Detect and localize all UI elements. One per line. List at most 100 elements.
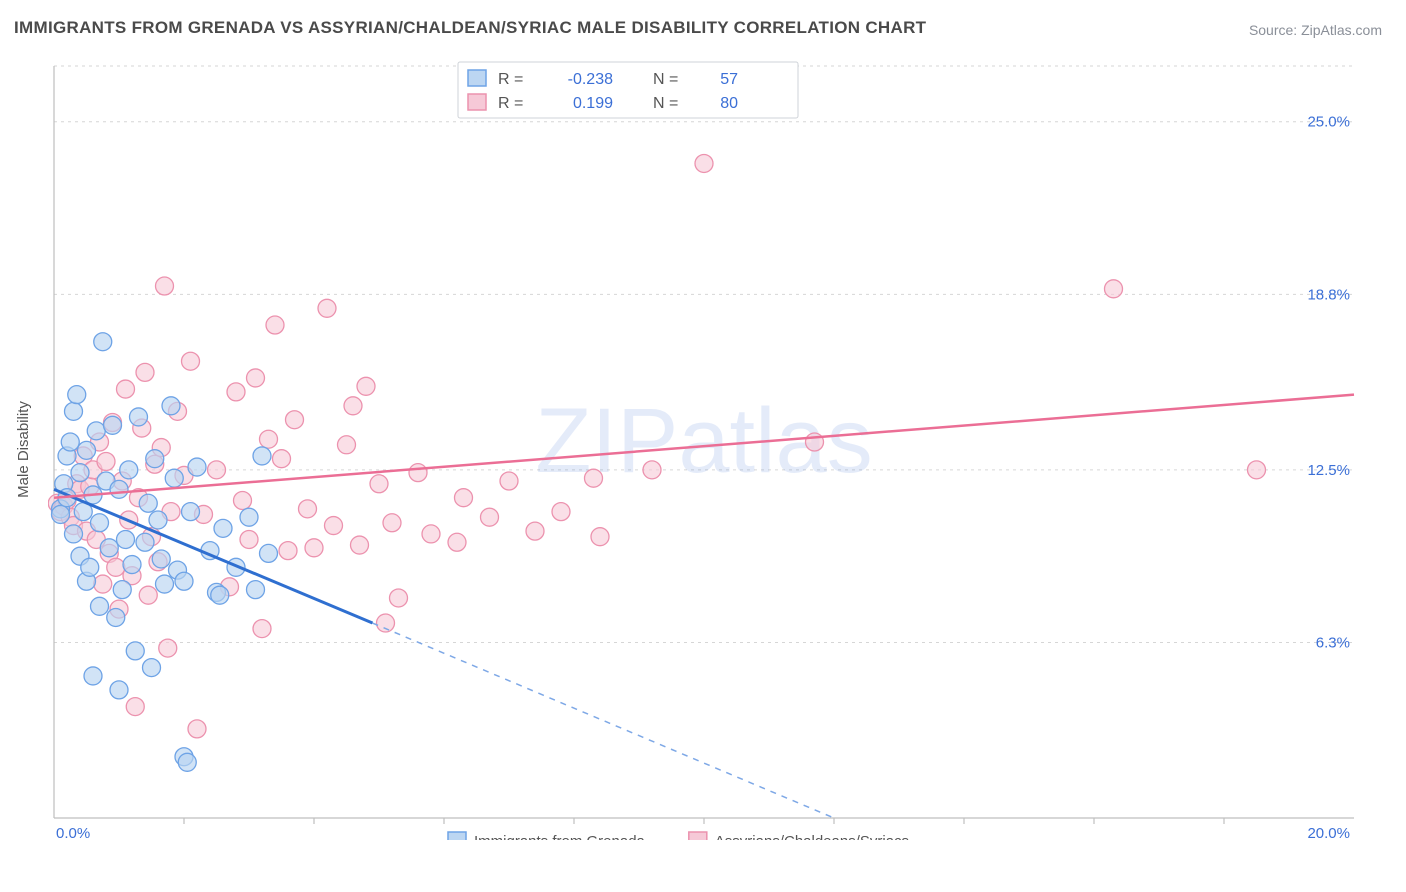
legend-n-value: 57 [720, 71, 738, 88]
blue-point [165, 469, 183, 487]
blue-point [182, 503, 200, 521]
pink-point [351, 536, 369, 554]
pink-point [253, 620, 271, 638]
pink-point [552, 503, 570, 521]
blue-point [126, 642, 144, 660]
y-tick-label: 6.3% [1316, 635, 1350, 652]
pink-point [260, 430, 278, 448]
legend-r-value: 0.199 [573, 95, 613, 112]
blue-point [71, 464, 89, 482]
pink-point [208, 461, 226, 479]
bottom-legend-swatch [689, 832, 707, 840]
y-axis-label: Male Disability [15, 401, 32, 498]
pink-point [240, 530, 258, 548]
pink-point [344, 397, 362, 415]
pink-point [107, 558, 125, 576]
legend-swatch [468, 94, 486, 110]
pink-point [126, 698, 144, 716]
legend-n-value: 80 [720, 95, 738, 112]
blue-point [91, 514, 109, 532]
blue-point [152, 550, 170, 568]
pink-point [234, 491, 252, 509]
pink-point [97, 452, 115, 470]
legend-r-label: R = [498, 71, 523, 88]
bottom-legend-label: Assyrians/Chaldeans/Syriacs [715, 833, 909, 840]
y-tick-label: 25.0% [1307, 114, 1350, 131]
blue-point [107, 608, 125, 626]
pink-point [227, 383, 245, 401]
pink-point [156, 277, 174, 295]
chart-title: IMMIGRANTS FROM GRENADA VS ASSYRIAN/CHAL… [14, 18, 926, 38]
pink-point [182, 352, 200, 370]
y-tick-label: 12.5% [1307, 462, 1350, 479]
pink-point [136, 363, 154, 381]
pink-point [266, 316, 284, 334]
blue-point [100, 539, 118, 557]
pink-point [383, 514, 401, 532]
blue-point [253, 447, 271, 465]
blue-point [87, 422, 105, 440]
blue-point [175, 572, 193, 590]
pink-point [390, 589, 408, 607]
pink-point [117, 380, 135, 398]
legend-r-label: R = [498, 95, 523, 112]
blue-point [61, 433, 79, 451]
pink-point [422, 525, 440, 543]
blue-point [178, 753, 196, 771]
blue-point [146, 450, 164, 468]
blue-point [162, 397, 180, 415]
pink-point [305, 539, 323, 557]
blue-point [117, 530, 135, 548]
blue-point [81, 558, 99, 576]
pink-point [1248, 461, 1266, 479]
legend-n-label: N = [653, 95, 678, 112]
pink-point [299, 500, 317, 518]
legend-r-value: -0.238 [568, 71, 613, 88]
legend-swatch [468, 70, 486, 86]
blue-point [110, 480, 128, 498]
blue-point [104, 416, 122, 434]
blue-point [52, 505, 70, 523]
blue-point [136, 533, 154, 551]
pink-point [325, 517, 343, 535]
pink-point [188, 720, 206, 738]
blue-point [78, 441, 96, 459]
blue-point [120, 461, 138, 479]
y-tick-label: 18.8% [1307, 286, 1350, 303]
bottom-legend-swatch [448, 832, 466, 840]
blue-point [84, 667, 102, 685]
pink-point [481, 508, 499, 526]
blue-point [65, 525, 83, 543]
pink-point [643, 461, 661, 479]
blue-point [211, 586, 229, 604]
blue-point [156, 575, 174, 593]
blue-point [113, 581, 131, 599]
blue-point [149, 511, 167, 529]
pink-point [286, 411, 304, 429]
plot-area: 6.3%12.5%18.8%25.0%0.0%20.0%ZIPatlasR =-… [48, 58, 1378, 840]
pink-point [1105, 280, 1123, 298]
pink-point [526, 522, 544, 540]
blue-point [188, 458, 206, 476]
x-tick-label: 20.0% [1307, 825, 1350, 840]
blue-point [110, 681, 128, 699]
blue-point [130, 408, 148, 426]
pink-point [159, 639, 177, 657]
pink-point [247, 369, 265, 387]
blue-point [143, 659, 161, 677]
blue-point [260, 544, 278, 562]
chart-svg: 6.3%12.5%18.8%25.0%0.0%20.0%ZIPatlasR =-… [48, 58, 1378, 840]
blue-point [139, 494, 157, 512]
blue-point [94, 333, 112, 351]
pink-point [591, 528, 609, 546]
legend-n-label: N = [653, 71, 678, 88]
pink-point [279, 542, 297, 560]
pink-point [448, 533, 466, 551]
blue-point [247, 581, 265, 599]
pink-point [357, 377, 375, 395]
chart-source: Source: ZipAtlas.com [1249, 22, 1382, 38]
trendline-blue-ext [373, 623, 835, 818]
blue-point [65, 402, 83, 420]
pink-point [455, 489, 473, 507]
pink-point [695, 154, 713, 172]
